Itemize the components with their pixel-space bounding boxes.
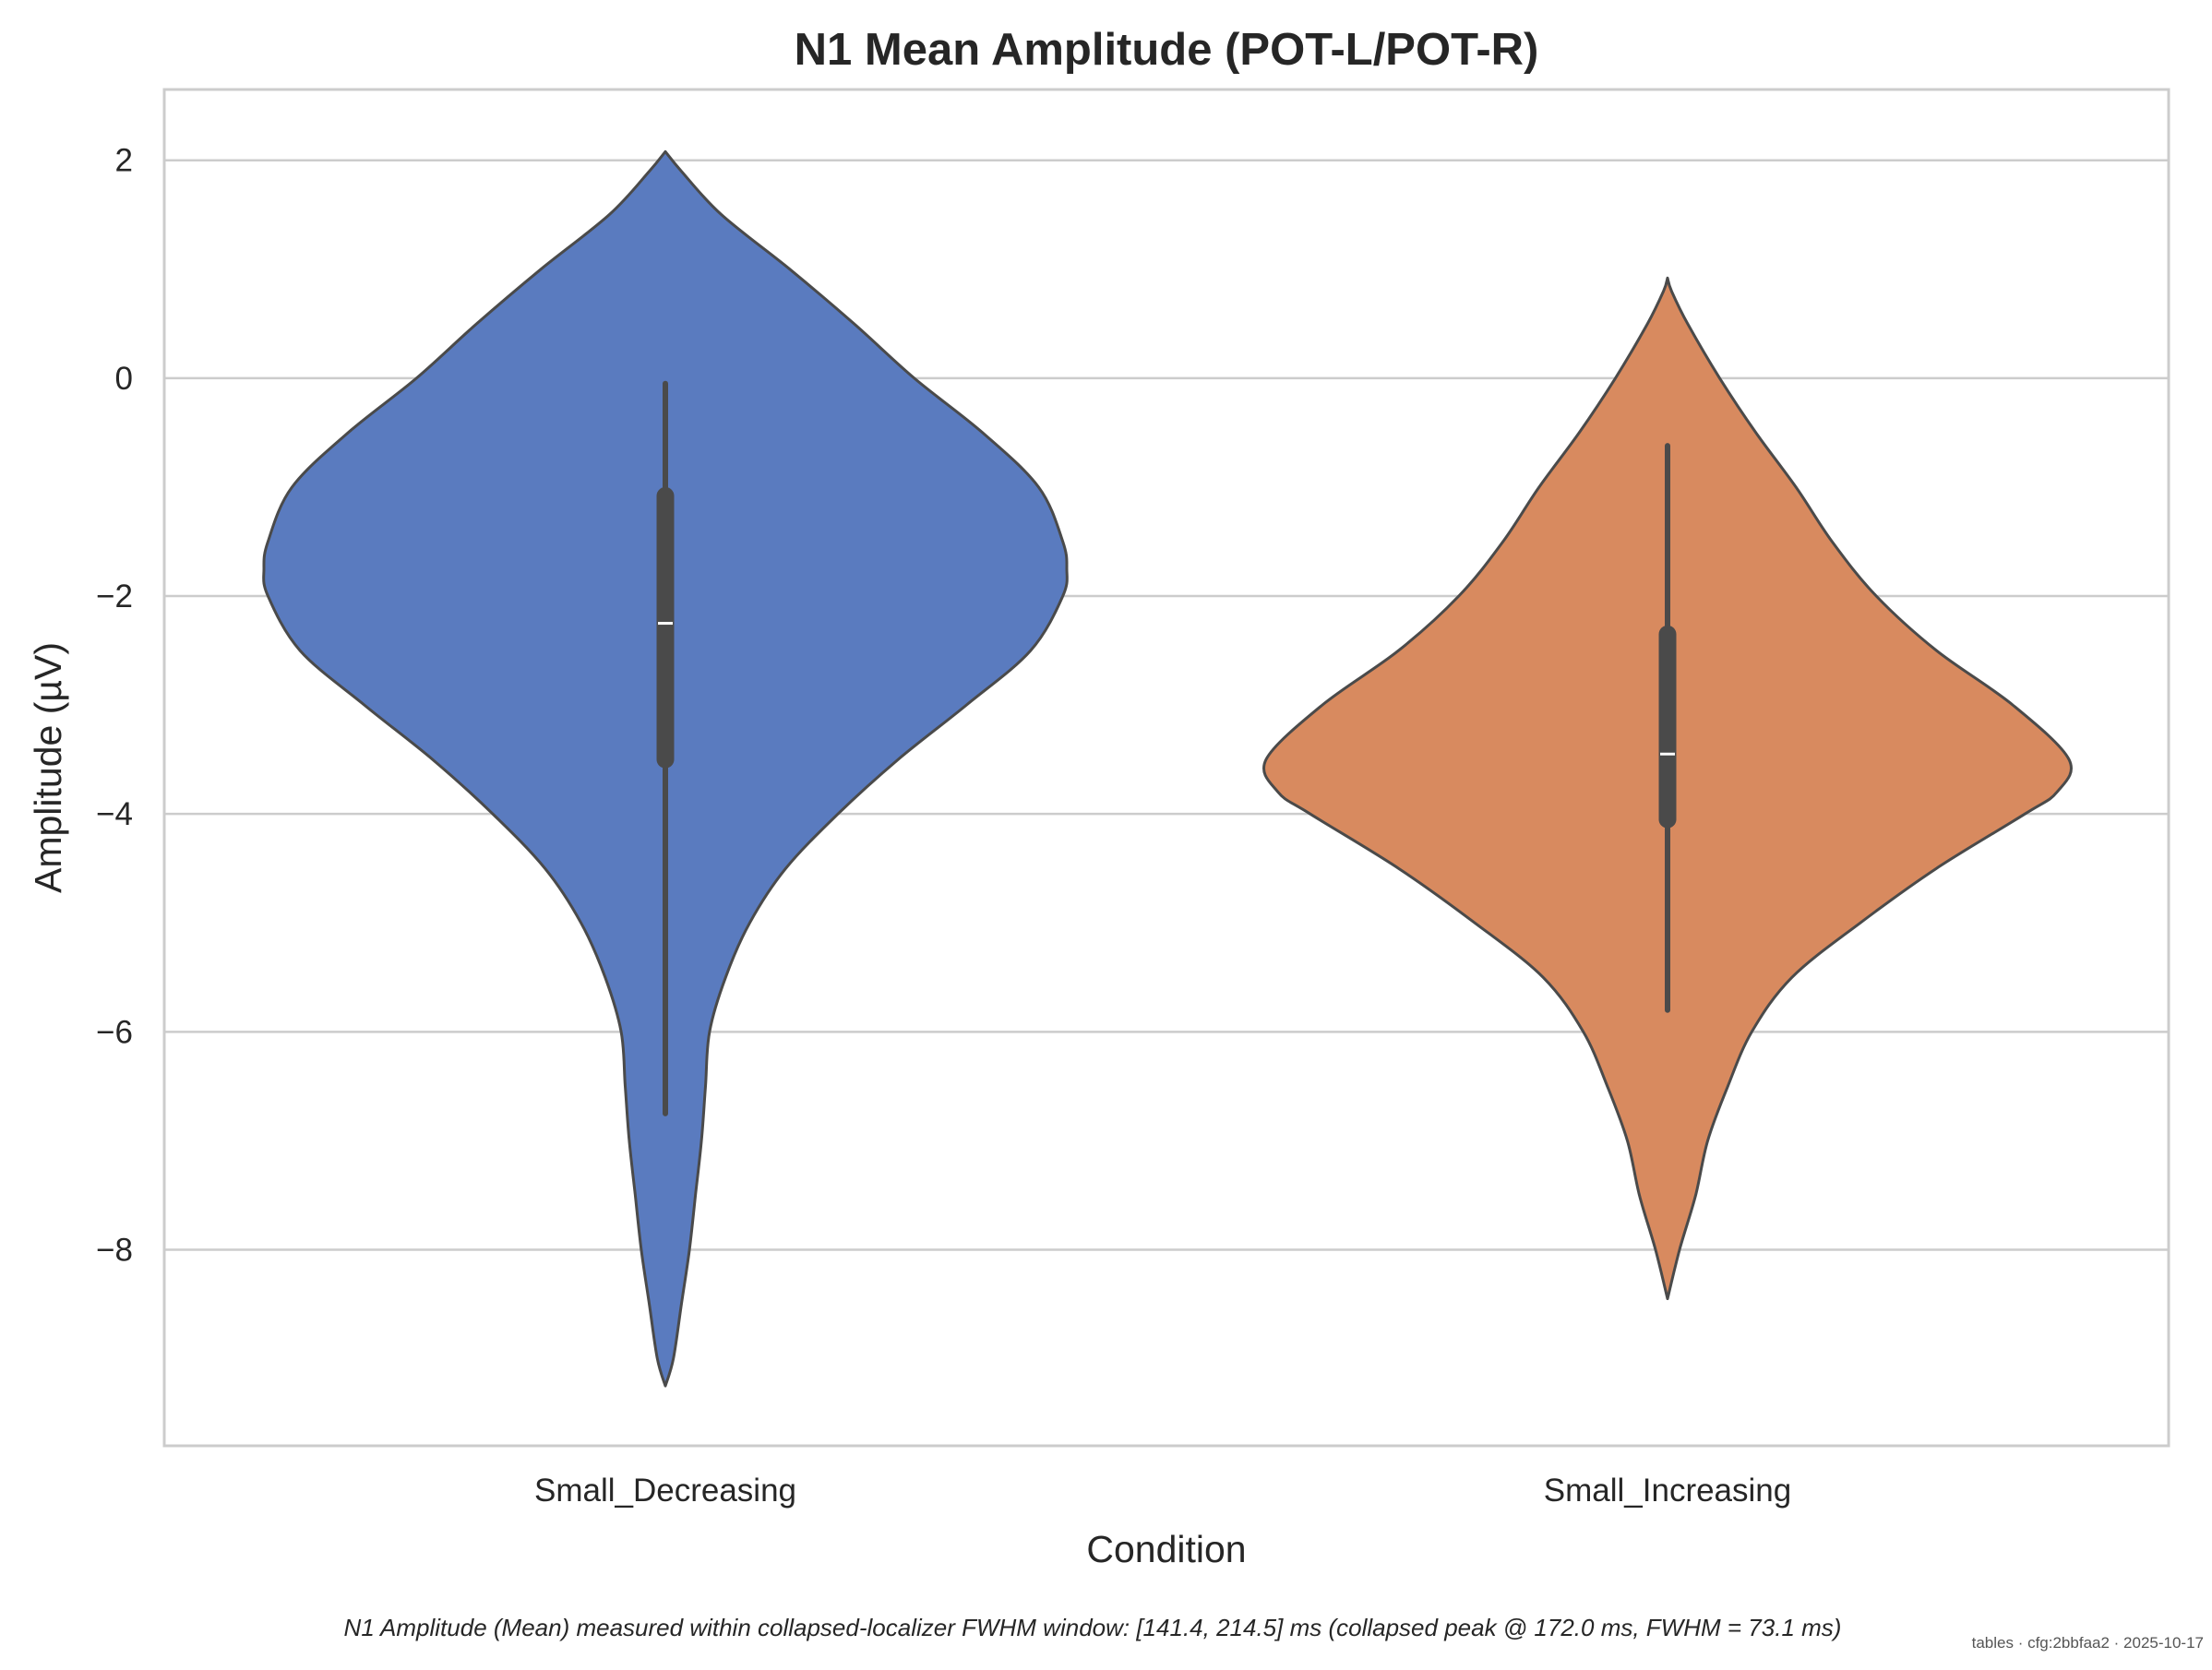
y-tick-label: −2	[96, 579, 133, 614]
y-tick-label: −6	[96, 1014, 133, 1050]
y-axis-label: Amplitude (µV)	[27, 642, 69, 893]
y-tick-label: 0	[115, 361, 133, 397]
y-tick-label: −8	[96, 1232, 133, 1268]
x-axis-label: Condition	[1086, 1528, 1246, 1570]
figure-caption: N1 Amplitude (Mean) measured within coll…	[344, 1614, 1842, 1641]
violin-Small_Decreasing	[262, 149, 1069, 1388]
x-tick-labels: Small_Decreasing Small_Increasing	[534, 1473, 1791, 1509]
x-tick-label: Small_Decreasing	[534, 1473, 796, 1509]
chart-title: N1 Mean Amplitude (POT-L/POT-R)	[795, 25, 1539, 75]
y-tick-label: 2	[115, 143, 133, 179]
y-tick-labels: 2 0 −2 −4 −6 −8	[96, 143, 133, 1269]
violin-layer	[262, 149, 2073, 1388]
violin-Small_Increasing	[1262, 276, 2073, 1301]
x-tick-label: Small_Increasing	[1544, 1473, 1791, 1509]
plot-frame	[162, 88, 2170, 1448]
y-tick-label: −4	[96, 796, 133, 832]
footer-stamp: tables · cfg:2bbfaa2 · 2025-10-17	[1972, 1634, 2204, 1652]
